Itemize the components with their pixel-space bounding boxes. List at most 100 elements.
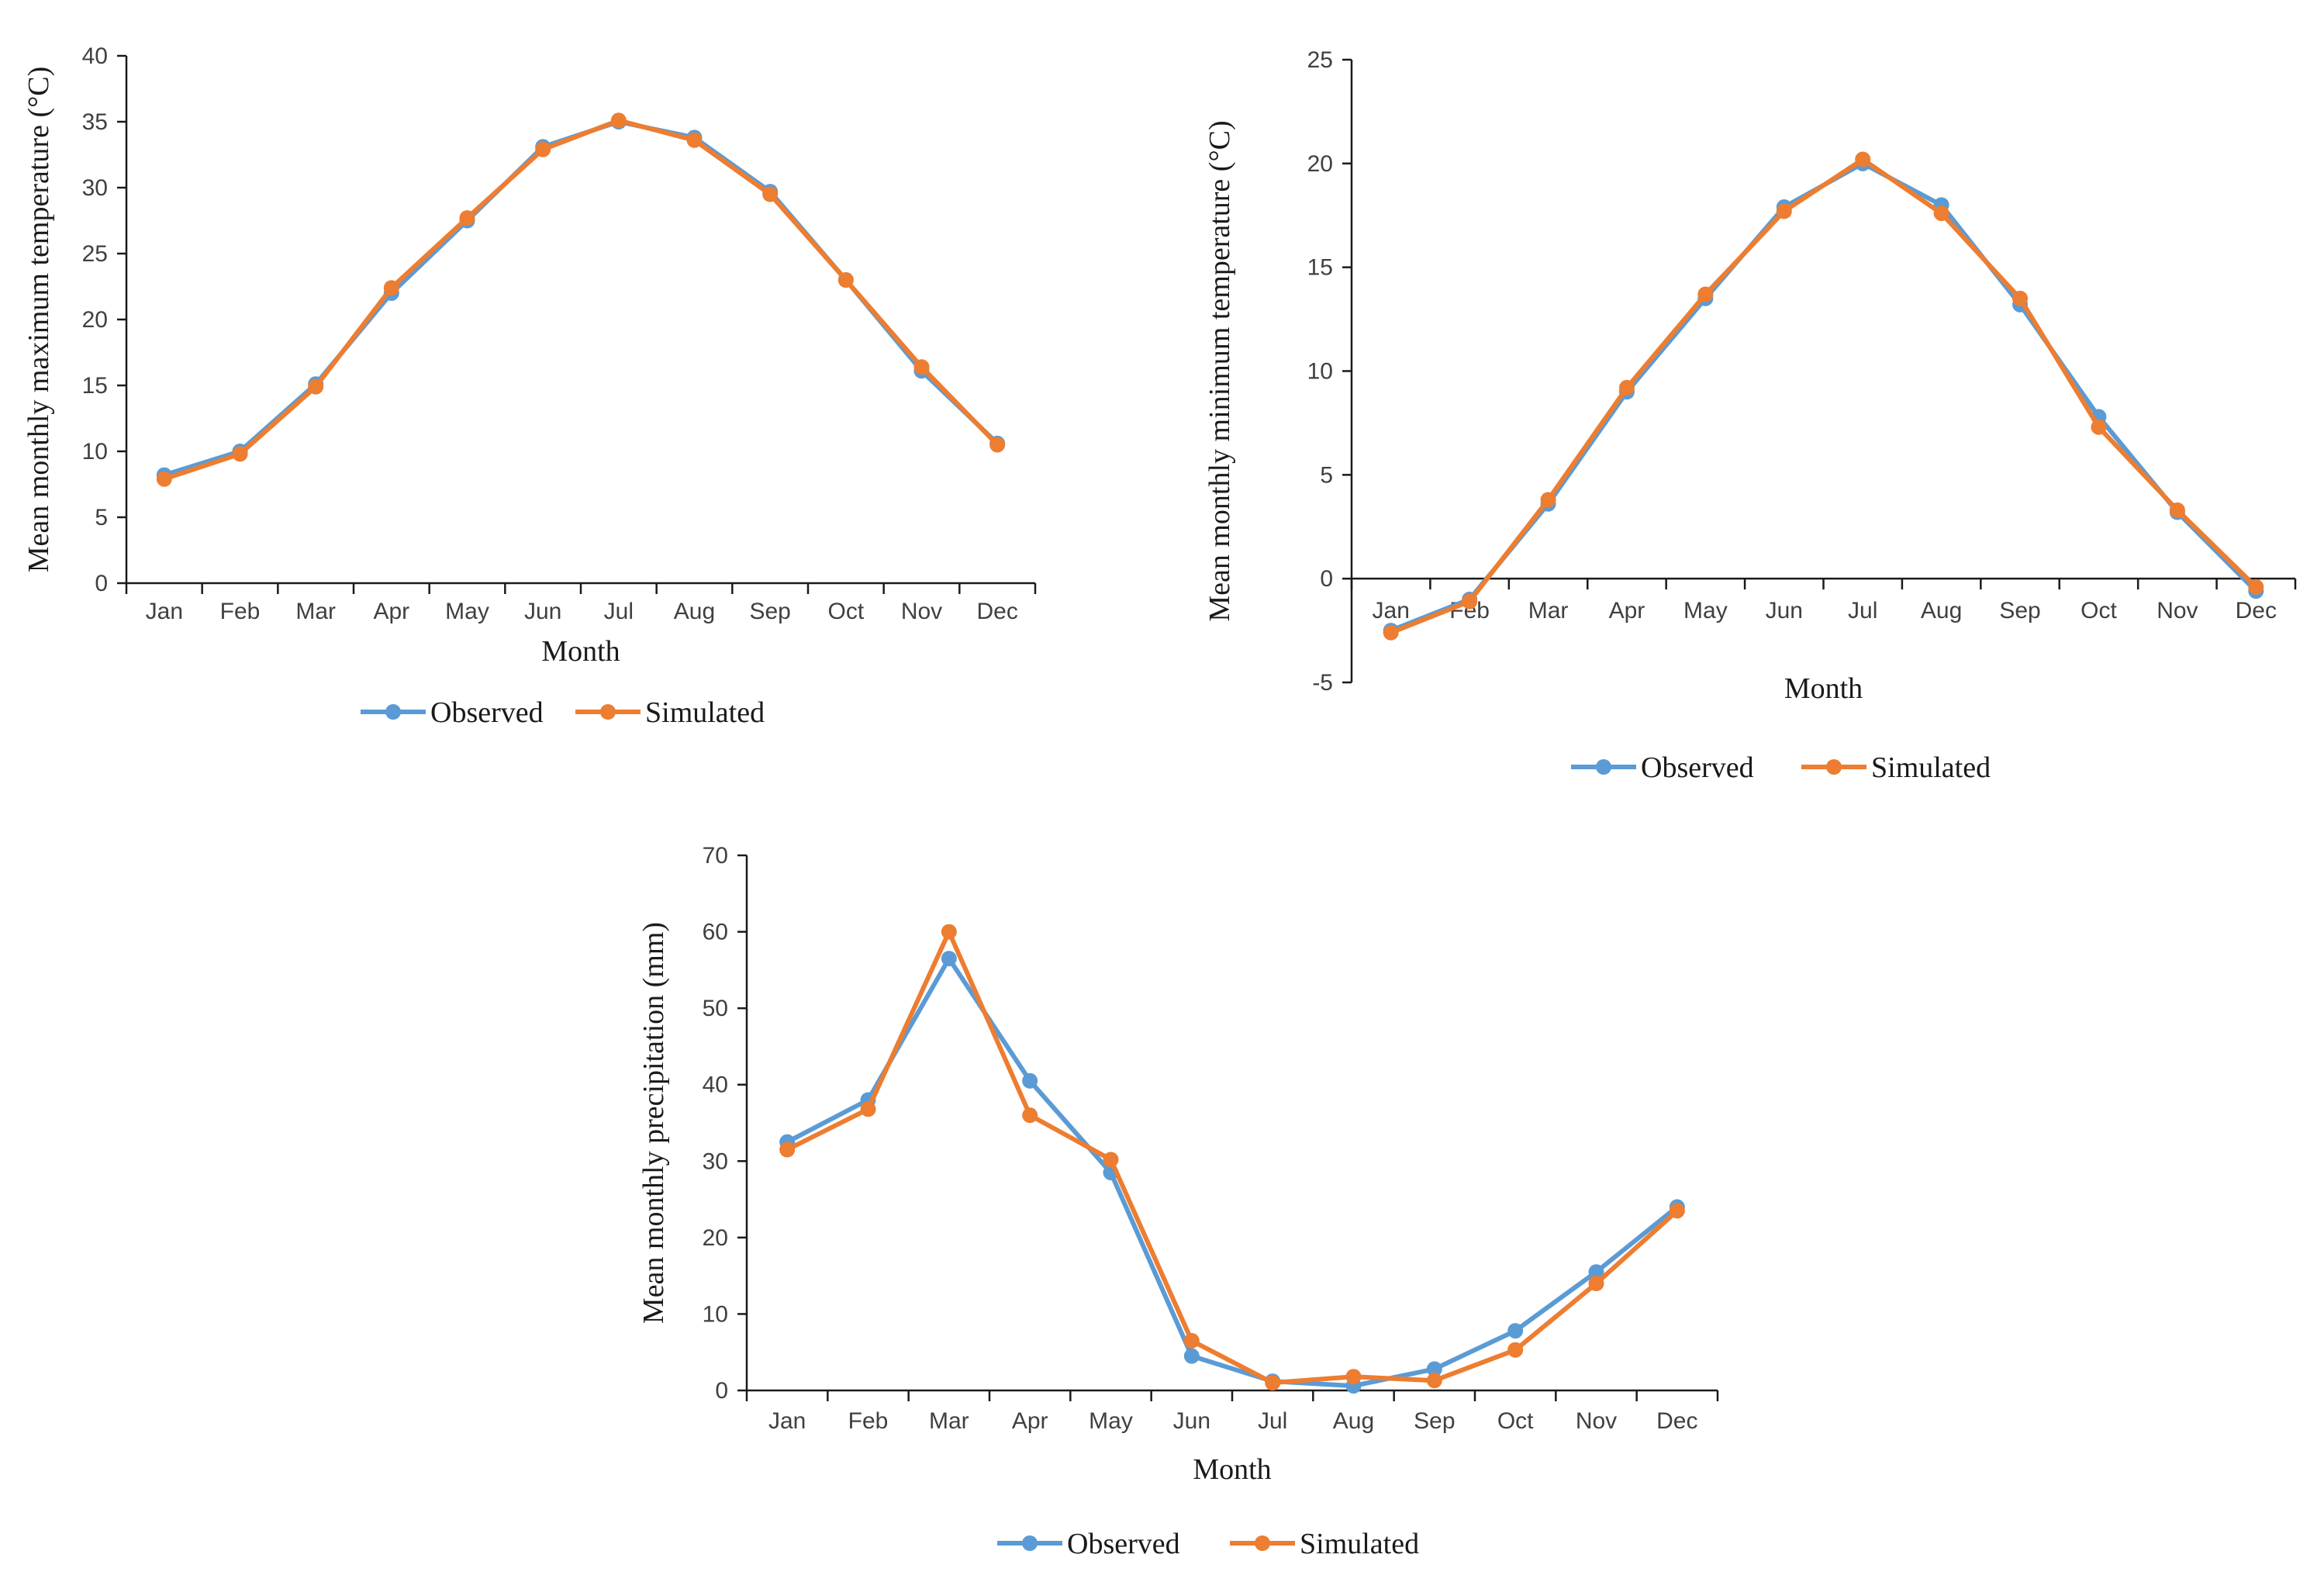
data-point-simulated [1103, 1152, 1119, 1168]
y-tick-label: 0 [1320, 566, 1333, 592]
y-tick-label: 25 [82, 241, 108, 267]
data-point-simulated [1383, 624, 1399, 641]
x-tick-label: Jul [1258, 1408, 1287, 1434]
data-point-simulated [941, 924, 957, 940]
x-tick-label: Jan [146, 599, 183, 624]
y-tick-label: 0 [95, 571, 108, 596]
y-tick-label: 15 [82, 373, 108, 399]
y-tick-label: 50 [703, 996, 728, 1021]
x-tick-label: Jan [1373, 598, 1410, 623]
data-point-simulated [2169, 502, 2185, 518]
legend: Observed Simulated [1571, 751, 1991, 784]
y-tick-label: 40 [703, 1072, 728, 1098]
data-point-simulated [232, 446, 248, 462]
legend-label-simulated: Simulated [1871, 751, 1991, 784]
data-point-simulated [1618, 379, 1635, 395]
x-tick-label: Nov [901, 599, 942, 624]
y-tick-label: 40 [82, 43, 108, 69]
y-tick-label: 35 [82, 109, 108, 135]
legend-swatch-marker-observed [385, 704, 401, 720]
data-point-simulated [2012, 290, 2029, 306]
data-point-simulated [1507, 1342, 1524, 1358]
x-tick-label: Jul [1848, 598, 1877, 623]
data-point-observed [1426, 1361, 1442, 1377]
data-point-observed [1588, 1264, 1604, 1280]
data-point-simulated [860, 1101, 876, 1117]
x-axis-title: Month [1193, 1453, 1271, 1486]
x-tick-label: Dec [976, 599, 1017, 624]
x-tick-label: Dec [1656, 1408, 1697, 1434]
data-point-simulated [1462, 593, 1478, 610]
y-tick-label: 30 [82, 175, 108, 201]
x-tick-label: Oct [2081, 598, 2117, 623]
y-tick-label: 30 [703, 1148, 728, 1174]
y-tick-label: 20 [703, 1225, 728, 1251]
data-point-observed [1022, 1072, 1038, 1089]
x-tick-label: Mar [1528, 598, 1569, 623]
y-axis-title: Mean monthly precipitation (mm) [637, 922, 670, 1324]
y-tick-label: 10 [82, 439, 108, 465]
legend: Observed Simulated [361, 696, 765, 729]
x-tick-label: Mar [295, 599, 336, 624]
x-tick-label: Apr [1609, 598, 1645, 623]
x-tick-label: Sep [1414, 1408, 1455, 1434]
data-point-simulated [837, 272, 854, 288]
x-tick-label: May [1089, 1408, 1133, 1434]
data-point-simulated [459, 210, 475, 226]
y-tick-label: 25 [1307, 47, 1333, 73]
y-axis-title: Mean monthly minimum temperature (°C) [1203, 120, 1236, 621]
y-tick-label: -5 [1312, 670, 1333, 696]
x-tick-label: Mar [929, 1408, 969, 1434]
data-point-simulated [1345, 1369, 1362, 1385]
x-tick-label: Aug [1333, 1408, 1374, 1434]
series-line-observed [161, 119, 1000, 478]
legend-label-simulated: Simulated [1300, 1528, 1419, 1560]
data-point-simulated [1588, 1276, 1604, 1291]
data-point-simulated [1022, 1107, 1038, 1124]
data-point-simulated [383, 280, 399, 296]
x-tick-label: Dec [2236, 598, 2277, 623]
data-point-simulated [535, 141, 551, 157]
x-tick-label: Aug [674, 599, 715, 624]
data-point-simulated [1669, 1203, 1685, 1219]
x-tick-label: Jun [524, 599, 561, 624]
legend-swatch-marker-simulated [1826, 759, 1842, 775]
y-axis-title: Mean monthly maximum temperature (°C) [22, 67, 55, 573]
legend-swatch-marker-observed [1596, 759, 1611, 775]
data-point-simulated [686, 132, 703, 148]
x-tick-label: May [445, 599, 489, 624]
legend-swatch-marker-observed [1022, 1535, 1038, 1551]
x-tick-label: May [1683, 598, 1728, 623]
series-line-observed [785, 956, 1680, 1389]
x-axis-title: Month [1784, 672, 1863, 705]
data-point-observed [1507, 1323, 1524, 1339]
data-point-simulated [779, 1142, 796, 1158]
y-tick-label: 15 [1307, 255, 1333, 281]
y-tick-label: 60 [703, 920, 728, 945]
legend-label-observed: Observed [1067, 1528, 1180, 1560]
x-tick-label: Jun [1173, 1408, 1210, 1434]
series-line-observed [1388, 161, 2259, 634]
data-point-simulated [1697, 286, 1714, 302]
data-point-simulated [762, 186, 779, 202]
x-tick-label: Aug [1921, 598, 1962, 623]
x-tick-label: Nov [2157, 598, 2198, 623]
data-point-simulated [989, 437, 1006, 453]
y-tick-label: 0 [715, 1378, 728, 1404]
y-tick-label: 20 [1307, 151, 1333, 177]
data-point-simulated [1933, 206, 1949, 222]
x-tick-label: Sep [749, 599, 790, 624]
x-tick-label: Sep [1999, 598, 2040, 623]
y-tick-label: 70 [703, 843, 728, 869]
data-point-simulated [308, 378, 324, 395]
data-point-simulated [1426, 1373, 1442, 1389]
data-point-simulated [2248, 579, 2264, 595]
y-tick-label: 10 [703, 1301, 728, 1327]
y-tick-label: 20 [82, 307, 108, 333]
legend-swatch-marker-simulated [1255, 1535, 1270, 1551]
legend-swatch-marker-simulated [600, 704, 616, 720]
data-point-observed [941, 951, 957, 967]
y-tick-label: 5 [95, 505, 108, 530]
